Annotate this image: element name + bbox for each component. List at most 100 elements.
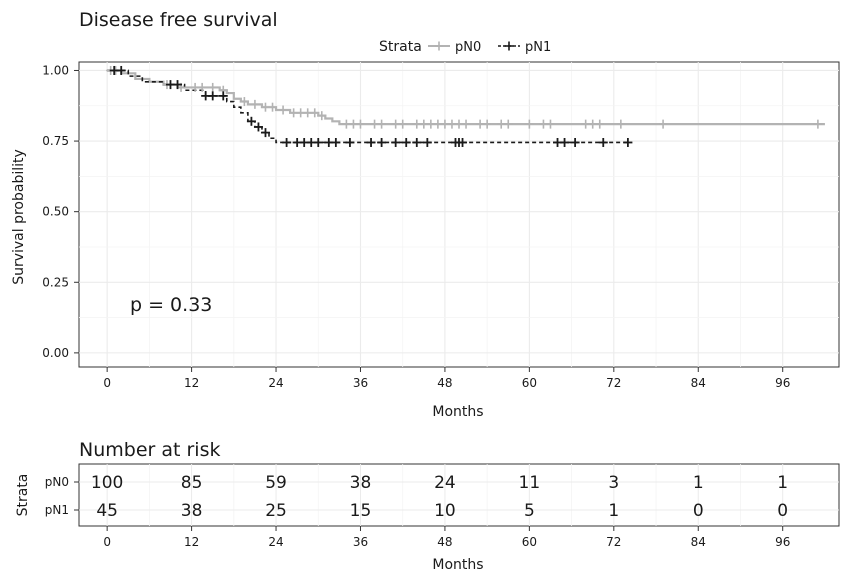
risk-cell: 0 bbox=[777, 501, 788, 521]
risk-cell: 45 bbox=[96, 501, 118, 521]
risk-cell: 38 bbox=[181, 501, 203, 521]
risk-table-row-labels: pN0 pN1 bbox=[45, 475, 79, 517]
censor-mark-pn1 bbox=[116, 65, 126, 75]
censor-mark-pn0 bbox=[658, 119, 668, 129]
chart-title: Disease free survival bbox=[79, 9, 278, 31]
censor-mark-pn0 bbox=[355, 119, 365, 129]
censor-mark-pn0 bbox=[813, 119, 823, 129]
censor-mark-pn1 bbox=[401, 137, 411, 147]
risk-cell: 59 bbox=[265, 473, 287, 493]
y-tick-label: 1.00 bbox=[42, 63, 69, 77]
x-tick-label: 48 bbox=[437, 376, 452, 390]
censor-mark-pn1 bbox=[412, 137, 422, 147]
legend-title: Strata bbox=[379, 39, 422, 55]
legend-censor-icon bbox=[434, 41, 444, 51]
censor-mark-pn1 bbox=[218, 91, 228, 101]
legend: Strata pN0 pN1 bbox=[379, 39, 551, 55]
survival-curves bbox=[106, 65, 825, 147]
censor-mark-pn1 bbox=[260, 128, 270, 138]
x-tick-label: 96 bbox=[775, 376, 790, 390]
risk-table-cells: 100 85 59 38 24 11 3 1 145 38 25 15 10 5 1 0 0 bbox=[91, 473, 788, 521]
risk-table-panel bbox=[78, 463, 840, 527]
censor-mark-pn0 bbox=[482, 119, 492, 129]
censor-mark-pn1 bbox=[623, 137, 633, 147]
risk-cell: 1 bbox=[693, 473, 704, 493]
y-axis: 0.00 0.25 0.50 0.75 1.00 bbox=[42, 63, 79, 360]
risk-cell: 15 bbox=[350, 501, 372, 521]
x-tick-label: 84 bbox=[691, 376, 706, 390]
censor-mark-pn0 bbox=[250, 99, 260, 109]
y-tick-label: 0.75 bbox=[42, 134, 69, 148]
risk-table-title: Number at risk bbox=[79, 439, 221, 461]
risk-x-tick-label: 0 bbox=[103, 535, 111, 549]
censor-mark-pn0 bbox=[524, 119, 534, 129]
risk-x-tick-label: 60 bbox=[522, 535, 537, 549]
censor-mark-pn0 bbox=[545, 119, 555, 129]
censor-mark-pn1 bbox=[366, 137, 376, 147]
legend-censor-icon bbox=[504, 41, 514, 51]
censor-mark-pn0 bbox=[503, 119, 513, 129]
censor-mark-pn0 bbox=[398, 119, 408, 129]
x-tick-label: 12 bbox=[184, 376, 199, 390]
x-tick-label: 36 bbox=[353, 376, 368, 390]
censor-mark-pn1 bbox=[422, 137, 432, 147]
y-axis-label: Survival probability bbox=[11, 149, 27, 285]
risk-cell: 1 bbox=[777, 473, 788, 493]
x-axis-label: Months bbox=[432, 404, 483, 420]
censor-mark-pn1 bbox=[598, 137, 608, 147]
y-tick-label: 0.00 bbox=[42, 346, 69, 360]
censor-mark-pn0 bbox=[317, 111, 327, 121]
risk-cell: 85 bbox=[181, 473, 203, 493]
censor-mark-pn1 bbox=[345, 137, 355, 147]
censor-mark-pn0 bbox=[377, 119, 387, 129]
risk-x-tick-label: 72 bbox=[606, 535, 621, 549]
risk-x-tick-label: 96 bbox=[775, 535, 790, 549]
legend-items: pN0 pN1 bbox=[428, 40, 551, 55]
risk-cell: 1 bbox=[608, 501, 619, 521]
censor-mark-pn0 bbox=[461, 119, 471, 129]
censor-mark-pn0 bbox=[239, 97, 249, 107]
censor-mark-pn1 bbox=[391, 137, 401, 147]
censor-mark-pn1 bbox=[458, 137, 468, 147]
risk-table-strata-label: Strata bbox=[15, 474, 31, 517]
risk-x-tick-label: 48 bbox=[437, 535, 452, 549]
risk-cell: 0 bbox=[693, 501, 704, 521]
censor-mark-pn1 bbox=[208, 91, 218, 101]
risk-row-label: pN0 bbox=[45, 475, 69, 489]
risk-cell: 38 bbox=[350, 473, 372, 493]
censor-mark-pn1 bbox=[282, 137, 292, 147]
risk-cell: 100 bbox=[91, 473, 123, 493]
p-value-annotation: p = 0.33 bbox=[130, 294, 212, 316]
risk-table-grid bbox=[79, 464, 839, 526]
censor-mark-pn1 bbox=[253, 122, 263, 132]
y-tick-label: 0.25 bbox=[42, 275, 69, 289]
censor-mark-pn1 bbox=[331, 137, 341, 147]
risk-table-x-label: Months bbox=[432, 557, 483, 571]
censor-mark-pn0 bbox=[310, 108, 320, 118]
risk-table-x-axis: 0 12 24 36 48 60 72 84 96 bbox=[103, 526, 790, 549]
risk-x-tick-label: 24 bbox=[268, 535, 283, 549]
censor-mark-pn1 bbox=[560, 137, 570, 147]
risk-cell: 11 bbox=[519, 473, 541, 493]
x-axis: 0 12 24 36 48 60 72 84 96 bbox=[103, 367, 790, 390]
risk-cell: 24 bbox=[434, 473, 456, 493]
risk-cell: 10 bbox=[434, 501, 456, 521]
x-tick-label: 0 bbox=[103, 376, 111, 390]
censor-mark-pn0 bbox=[268, 102, 278, 112]
risk-cell: 25 bbox=[265, 501, 287, 521]
x-tick-label: 72 bbox=[606, 376, 621, 390]
censor-mark-pn0 bbox=[278, 105, 288, 115]
legend-label-pn1: pN1 bbox=[525, 40, 551, 55]
risk-cell: 3 bbox=[608, 473, 619, 493]
censor-mark-pn1 bbox=[377, 137, 387, 147]
censor-mark-pn1 bbox=[173, 80, 183, 90]
censor-mark-pn0 bbox=[595, 119, 605, 129]
censor-mark-pn0 bbox=[616, 119, 626, 129]
risk-x-tick-label: 12 bbox=[184, 535, 199, 549]
risk-cell: 5 bbox=[524, 501, 535, 521]
x-tick-label: 24 bbox=[268, 376, 283, 390]
plot-panel bbox=[78, 61, 840, 368]
censor-mark-pn1 bbox=[246, 116, 256, 126]
